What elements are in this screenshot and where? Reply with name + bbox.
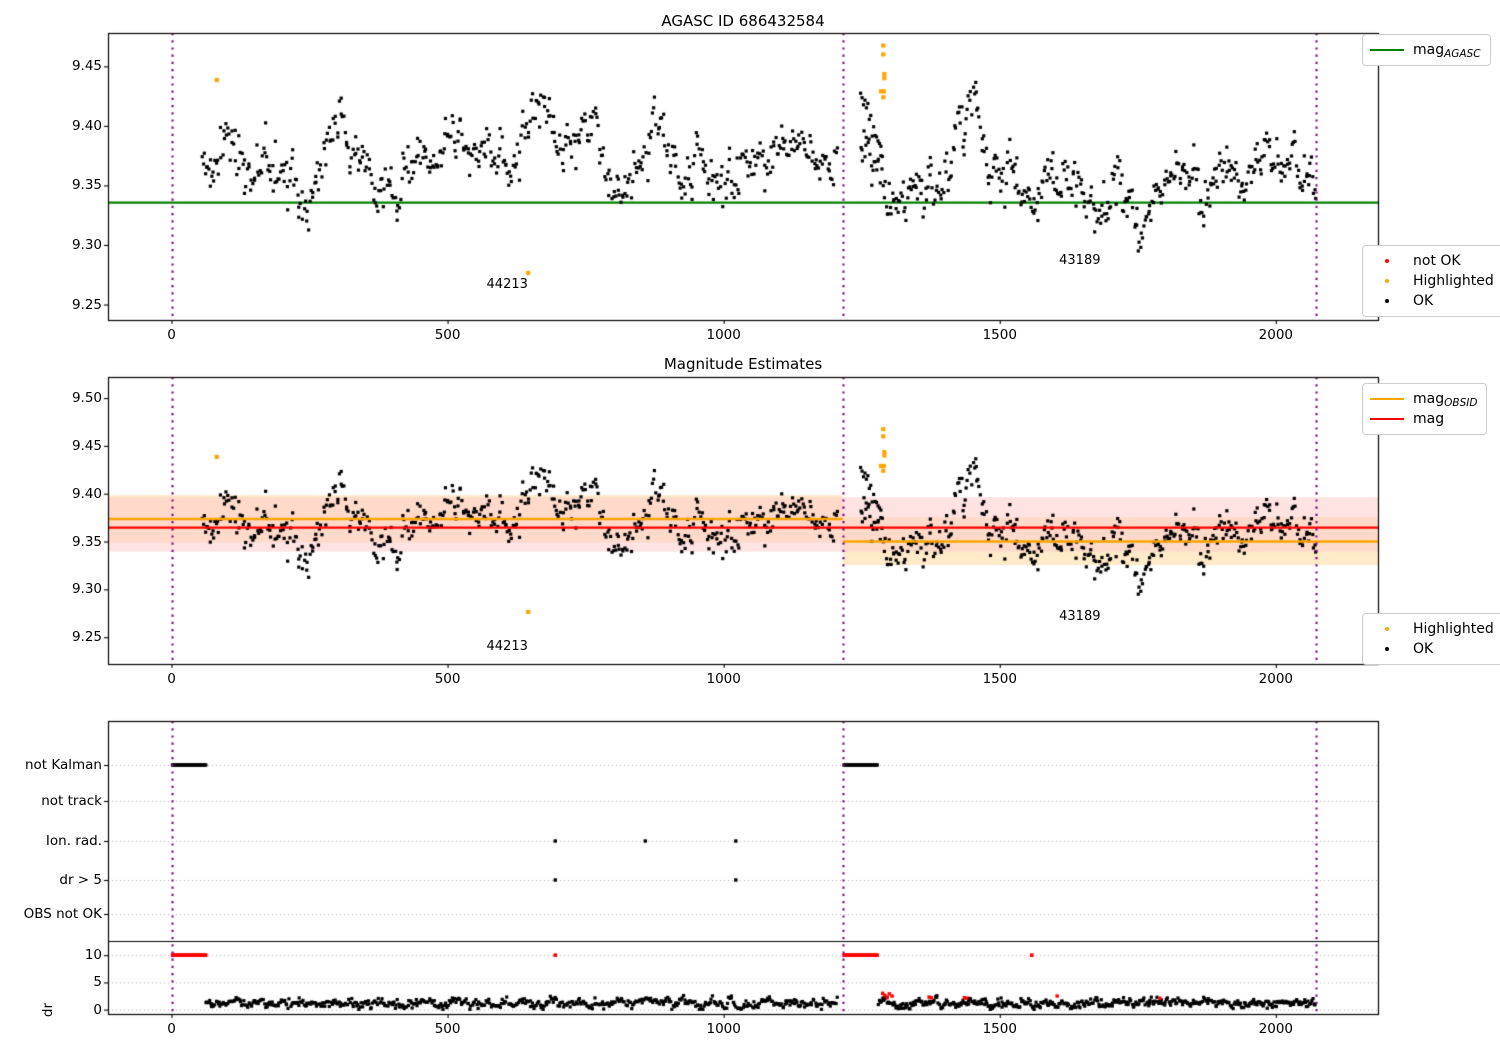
matplotlib-figure: AGASC ID 686432584 0 500 1000 1500 2000 9.25 9.…	[0, 0, 1500, 1050]
plot-canvas	[0, 0, 1500, 1050]
